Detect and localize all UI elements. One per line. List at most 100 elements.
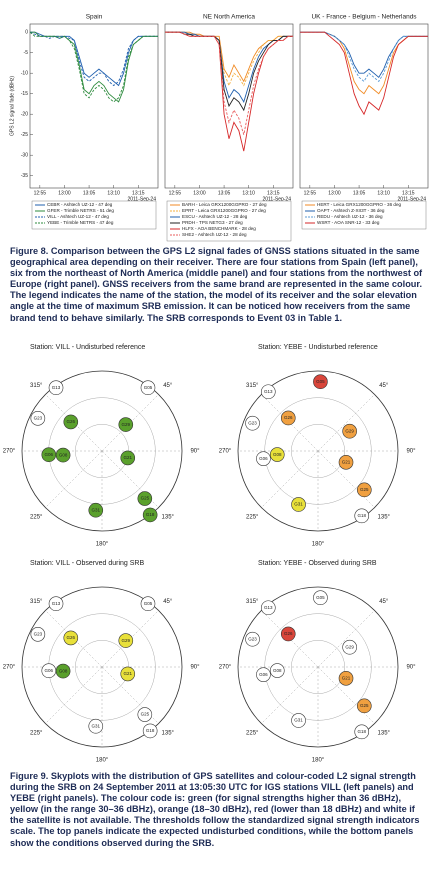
satellite-label: G26 xyxy=(284,415,293,420)
satellite xyxy=(313,374,328,390)
legend-label: PRDH - TPS NETG3 - 27 deg xyxy=(182,220,243,225)
satellite-label: G29 xyxy=(345,428,354,433)
skyplot-title: Station: VILL - Undisturbed reference xyxy=(30,344,145,351)
series-line xyxy=(300,31,428,78)
satellite xyxy=(342,423,357,439)
satellite xyxy=(41,447,57,463)
elevation-ring xyxy=(291,424,345,478)
satellite xyxy=(63,414,79,430)
satellite xyxy=(137,707,153,722)
satellite xyxy=(256,667,271,682)
satellite xyxy=(338,671,354,686)
satellite xyxy=(280,626,296,642)
azimuth-label: 180° xyxy=(96,758,109,764)
azimuth-label: 270° xyxy=(3,449,16,455)
satellite-label: G31 xyxy=(294,718,303,723)
azimuth-label: 45° xyxy=(379,599,389,605)
satellite-label: G25 xyxy=(360,487,369,492)
x-tick-label: 13:10 xyxy=(242,190,255,196)
azimuth-label: 135° xyxy=(378,730,391,736)
azimuth-label: 225° xyxy=(246,514,259,520)
satellite xyxy=(354,508,370,524)
x-axis-label: 2011-Sep-24 xyxy=(397,196,426,202)
plot-frame xyxy=(164,23,294,189)
series-line xyxy=(165,31,293,104)
satellite-label: G25 xyxy=(360,703,369,708)
legend-label: YEBE - Trimble NETRS - 47 deg xyxy=(47,220,114,225)
x-tick-label: 13:05 xyxy=(83,190,96,196)
satellite-label: G26 xyxy=(67,635,76,640)
x-tick-label: 13:05 xyxy=(218,190,231,196)
satellite xyxy=(48,380,64,396)
x-tick-label: 12:55 xyxy=(34,190,47,196)
azimuth-label: 45° xyxy=(163,599,173,605)
x-tick-label: 12:55 xyxy=(304,190,317,196)
satellite xyxy=(63,630,79,646)
satellite xyxy=(357,482,372,498)
azimuth-label: 135° xyxy=(378,514,391,520)
satellite xyxy=(245,631,260,647)
elevation-ring xyxy=(21,370,183,532)
legend-label: BARH - Leica GRX1200GGPRO - 27 deg xyxy=(182,202,267,207)
figure-9-caption: Figure 9. Skyplots with the distribution… xyxy=(10,771,420,848)
elevation-ring xyxy=(237,370,399,532)
azimuth-label: 225° xyxy=(246,730,259,736)
azimuth-label: 315° xyxy=(246,383,259,389)
x-tick-label: 13:10 xyxy=(377,190,390,196)
azimuth-label: 315° xyxy=(30,383,43,389)
azimuth-label: 135° xyxy=(162,730,175,736)
azimuth-label: 270° xyxy=(3,665,16,671)
y-tick-label: -15 xyxy=(21,91,28,97)
skyplot-title: Station: VILL - Observed during SRB xyxy=(30,560,144,567)
legend-box xyxy=(166,200,292,242)
satellite xyxy=(338,455,354,470)
y-tick-label: 0 xyxy=(25,30,28,36)
satellite-label: G05 xyxy=(316,379,325,384)
x-tick-label: 13:10 xyxy=(107,190,120,196)
satellite-label: G29 xyxy=(122,422,131,427)
satellite-label: G18 xyxy=(146,728,155,733)
legend-label: OAPT - Ashtech Z-XII3T - 36 deg xyxy=(317,208,385,213)
satellite xyxy=(260,384,276,400)
satellite xyxy=(140,380,156,396)
legend-label: GFER - Trimble NETRS - 51 deg xyxy=(47,208,114,213)
satellite-label: G25 xyxy=(141,496,150,501)
satellite xyxy=(142,507,158,523)
azimuth-label: 225° xyxy=(30,514,43,520)
x-axis-label: 2011-Sep-24 xyxy=(262,196,291,202)
satellite-label: G26 xyxy=(67,419,76,424)
satellite-label: G18 xyxy=(146,512,155,517)
series-line xyxy=(165,31,293,112)
satellite xyxy=(291,497,306,512)
x-tick-label: 13:00 xyxy=(193,190,206,196)
azimuth-label: 225° xyxy=(30,730,43,736)
satellite xyxy=(55,663,71,679)
elevation-ring xyxy=(291,640,345,694)
azimuth-label: 90° xyxy=(190,665,200,671)
satellite-label: G06 xyxy=(259,672,268,677)
satellite-label: G06 xyxy=(259,456,268,461)
satellite-label: G06 xyxy=(45,452,54,457)
satellite xyxy=(88,502,104,518)
satellite-label: G29 xyxy=(345,644,354,649)
series-line xyxy=(30,31,158,103)
panel-title: UK - France - Belgium - Netherlands xyxy=(311,14,417,21)
satellite xyxy=(357,698,372,714)
azimuth-label: 180° xyxy=(96,542,109,548)
satellite-label: G13 xyxy=(52,601,61,606)
series-line xyxy=(165,31,293,135)
satellite-label: G13 xyxy=(264,389,273,394)
azimuth-line xyxy=(317,450,375,508)
legend-label: SHE2 - Ashtech UZ-12 - 28 deg xyxy=(182,232,247,237)
x-tick-label: 12:55 xyxy=(169,190,182,196)
x-axis-label: 2011-Sep-24 xyxy=(127,196,156,202)
x-tick-label: 13:15 xyxy=(402,190,415,196)
satellite-label: G18 xyxy=(357,729,366,734)
satellite-label: G21 xyxy=(342,676,351,681)
satellite xyxy=(118,633,134,648)
x-tick-label: 13:05 xyxy=(353,190,366,196)
legend-label: HERT - Leica GRX1200GGPRO - 36 deg xyxy=(317,202,402,207)
panel-title: Spain xyxy=(86,14,103,21)
x-tick-label: 13:15 xyxy=(267,190,280,196)
